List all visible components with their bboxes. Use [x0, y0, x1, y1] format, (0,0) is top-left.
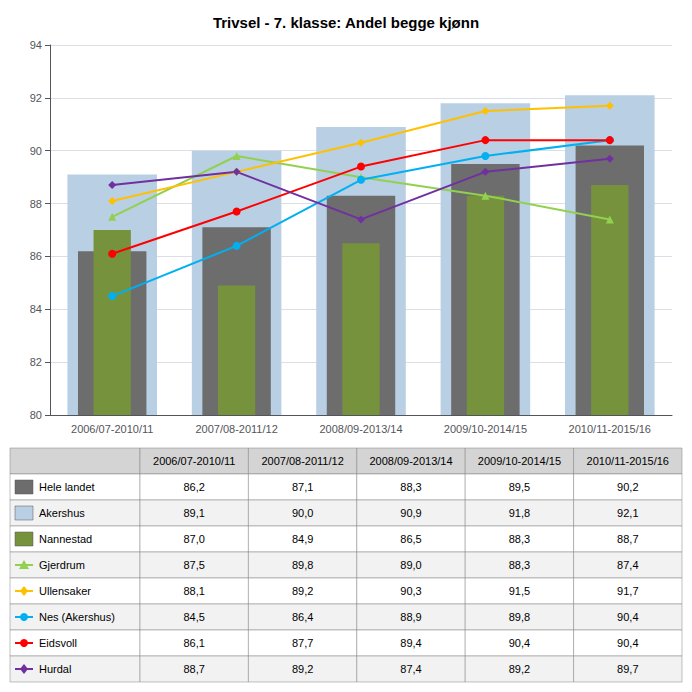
- svg-text:2008/09-2013/14: 2008/09-2013/14: [369, 455, 452, 467]
- svg-text:84: 84: [30, 303, 42, 315]
- svg-text:Eidsvoll: Eidsvoll: [39, 637, 77, 649]
- svg-text:90,0: 90,0: [292, 507, 313, 519]
- svg-text:88,3: 88,3: [509, 559, 530, 571]
- svg-text:2009/10-2014/15: 2009/10-2014/15: [478, 455, 561, 467]
- svg-text:2006/07-2010/11: 2006/07-2010/11: [71, 423, 153, 435]
- svg-text:2006/07-2010/11: 2006/07-2010/11: [153, 455, 235, 467]
- svg-text:82: 82: [30, 356, 42, 368]
- svg-text:Akershus: Akershus: [39, 507, 85, 519]
- svg-text:88,1: 88,1: [183, 585, 204, 597]
- svg-text:87,1: 87,1: [292, 481, 313, 493]
- svg-text:92: 92: [30, 92, 42, 104]
- svg-text:2007/08-2011/12: 2007/08-2011/12: [195, 423, 277, 435]
- svg-text:Gjerdrum: Gjerdrum: [39, 559, 85, 571]
- svg-text:Hele landet: Hele landet: [39, 481, 95, 493]
- svg-text:Hurdal: Hurdal: [39, 663, 71, 675]
- svg-text:2009/10-2014/15: 2009/10-2014/15: [444, 423, 527, 435]
- svg-text:80: 80: [30, 409, 42, 421]
- svg-text:87,7: 87,7: [292, 637, 313, 649]
- svg-text:87,0: 87,0: [183, 533, 204, 545]
- svg-text:Nannestad: Nannestad: [39, 533, 92, 545]
- svg-text:90,4: 90,4: [617, 611, 638, 623]
- svg-text:89,2: 89,2: [509, 663, 530, 675]
- svg-text:84,9: 84,9: [292, 533, 313, 545]
- svg-text:87,4: 87,4: [400, 663, 421, 675]
- svg-text:Nes (Akershus): Nes (Akershus): [39, 611, 115, 623]
- svg-text:89,8: 89,8: [509, 611, 530, 623]
- svg-text:88,9: 88,9: [400, 611, 421, 623]
- svg-text:89,2: 89,2: [292, 585, 313, 597]
- svg-text:86,2: 86,2: [183, 481, 204, 493]
- svg-text:89,1: 89,1: [183, 507, 204, 519]
- svg-text:92,1: 92,1: [617, 507, 638, 519]
- svg-text:89,5: 89,5: [509, 481, 530, 493]
- svg-text:90,3: 90,3: [400, 585, 421, 597]
- svg-text:90,4: 90,4: [509, 637, 530, 649]
- svg-text:88,7: 88,7: [617, 533, 638, 545]
- svg-text:90: 90: [30, 145, 42, 157]
- svg-text:94: 94: [30, 39, 42, 51]
- svg-text:87,5: 87,5: [183, 559, 204, 571]
- svg-text:2007/08-2011/12: 2007/08-2011/12: [261, 455, 343, 467]
- svg-text:2010/11-2015/16: 2010/11-2015/16: [569, 423, 651, 435]
- svg-text:91,7: 91,7: [617, 585, 638, 597]
- svg-text:86,4: 86,4: [292, 611, 313, 623]
- svg-text:91,5: 91,5: [509, 585, 530, 597]
- svg-text:88,3: 88,3: [400, 481, 421, 493]
- svg-text:86,1: 86,1: [183, 637, 204, 649]
- svg-text:90,2: 90,2: [617, 481, 638, 493]
- svg-text:Ullensaker: Ullensaker: [39, 585, 91, 597]
- svg-text:88,7: 88,7: [183, 663, 204, 675]
- svg-text:2008/09-2013/14: 2008/09-2013/14: [319, 423, 402, 435]
- svg-text:2010/11-2015/16: 2010/11-2015/16: [587, 455, 669, 467]
- svg-text:84,5: 84,5: [183, 611, 204, 623]
- svg-text:89,0: 89,0: [400, 559, 421, 571]
- svg-text:91,8: 91,8: [509, 507, 530, 519]
- svg-text:89,4: 89,4: [400, 637, 421, 649]
- svg-text:86: 86: [30, 250, 42, 262]
- svg-text:89,7: 89,7: [617, 663, 638, 675]
- svg-text:87,4: 87,4: [617, 559, 638, 571]
- svg-text:90,9: 90,9: [400, 507, 421, 519]
- svg-text:89,2: 89,2: [292, 663, 313, 675]
- svg-text:Trivsel - 7. klasse: Andel beg: Trivsel - 7. klasse: Andel begge kjønn: [213, 14, 479, 31]
- svg-text:90,4: 90,4: [617, 637, 638, 649]
- svg-text:89,8: 89,8: [292, 559, 313, 571]
- svg-text:86,5: 86,5: [400, 533, 421, 545]
- svg-text:88: 88: [30, 198, 42, 210]
- svg-text:88,3: 88,3: [509, 533, 530, 545]
